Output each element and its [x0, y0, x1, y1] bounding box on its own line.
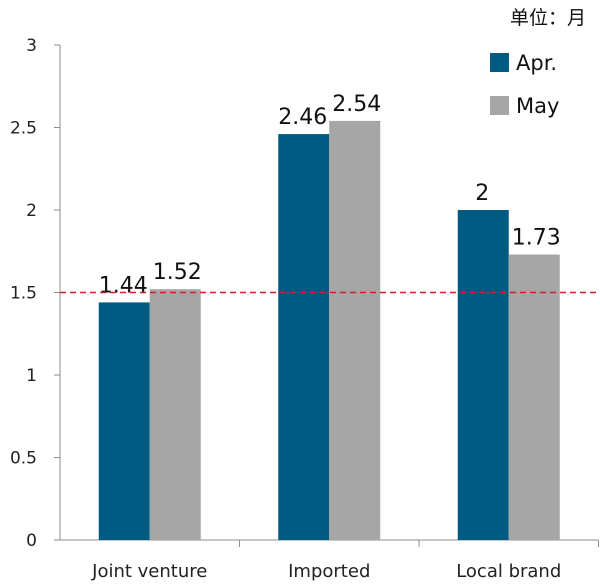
data-label: 2: [475, 181, 489, 206]
x-category-label: Local brand: [456, 561, 561, 582]
bar: [508, 254, 560, 541]
data-label: 1.73: [512, 226, 561, 251]
bar: [329, 120, 381, 541]
bar: [149, 289, 201, 540]
y-tick-label: 0: [26, 531, 37, 551]
y-tick-label: 0.5: [10, 449, 37, 469]
legend-label: May: [516, 94, 559, 118]
legend-swatch: [490, 53, 509, 72]
bars: [98, 120, 560, 541]
y-tick-label: 3: [26, 36, 37, 56]
data-label: 2.54: [332, 92, 381, 117]
bar: [98, 302, 150, 540]
unit-label: 单位：月: [510, 7, 586, 29]
data-label: 1.52: [153, 260, 202, 285]
x-category-label: Joint venture: [91, 561, 207, 582]
legend-swatch: [490, 96, 509, 115]
bar: [278, 134, 330, 540]
bar: [457, 210, 509, 540]
y-tick-label: 1: [26, 366, 37, 386]
x-category-label: Imported: [288, 561, 370, 582]
legend-label: Apr.: [516, 51, 557, 75]
data-label: 1.44: [99, 273, 148, 298]
y-tick-label: 1.5: [10, 284, 37, 304]
legend: Apr. May: [490, 51, 559, 118]
y-tick-label: 2.5: [10, 119, 37, 139]
data-label: 2.46: [278, 105, 327, 130]
y-tick-label: 2: [26, 201, 37, 221]
data-labels: 1.441.52 2.462.54 2 1.73: [99, 92, 561, 298]
